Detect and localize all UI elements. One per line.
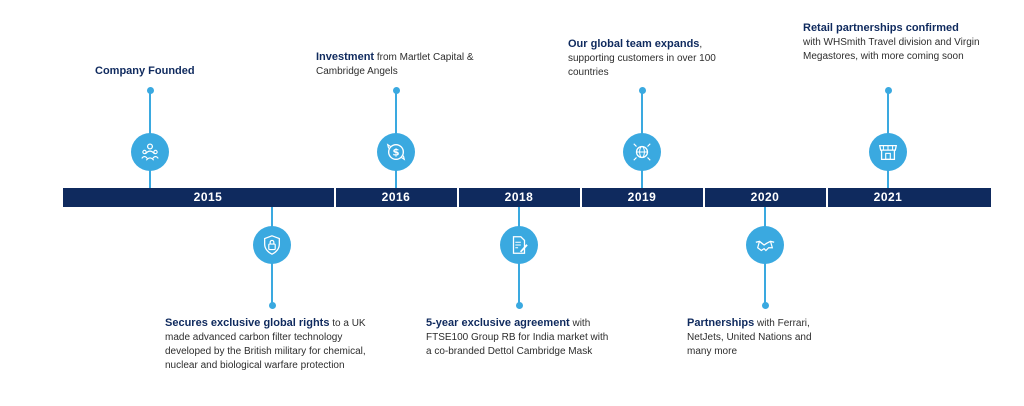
connector-dot	[884, 86, 892, 94]
year-label-2016: 2016	[381, 190, 411, 204]
event-circle-2020-bottom	[746, 226, 784, 264]
event-circle-2015-top	[131, 133, 169, 171]
year-label-2018: 2018	[504, 190, 534, 204]
event-body: to a UK made advanced carbon filter tech…	[165, 318, 366, 371]
event-body: , supporting customers in over 100 count…	[568, 39, 716, 78]
segment-divider	[703, 188, 705, 207]
event-body: from Martlet Capital & Cambridge Angels	[316, 52, 474, 77]
connector-dot	[392, 86, 400, 94]
event-title: 5-year exclusive agreement	[426, 317, 570, 329]
svg-text:$: $	[392, 148, 399, 159]
event-title: Secures exclusive global rights	[165, 317, 330, 329]
connector-dot	[638, 86, 646, 94]
event-body: with Ferrari, NetJets, United Nations an…	[687, 318, 812, 357]
storefront-icon	[878, 144, 898, 160]
event-title: Our global team expands	[568, 38, 700, 50]
event-label-2015-top: Company Founded	[95, 64, 255, 79]
segment-divider	[580, 188, 582, 207]
event-label-2020-bottom: Partnerships with Ferrari, NetJets, Unit…	[687, 316, 837, 359]
event-label-2019-top: Our global team expands, supporting cust…	[568, 37, 728, 80]
segment-divider	[457, 188, 459, 207]
event-circle-2015-bottom	[253, 226, 291, 264]
segment-divider	[826, 188, 828, 207]
team-icon	[141, 143, 159, 161]
event-body: with WHSmith Travel division and Virgin …	[803, 37, 980, 62]
connector-dot	[515, 301, 523, 309]
event-label-2015-bottom: Secures exclusive global rights to a UK …	[165, 316, 390, 373]
event-label-2018-bottom: 5-year exclusive agreement with FTSE100 …	[426, 316, 616, 359]
segment-divider	[334, 188, 336, 207]
dollar-icon: $	[386, 143, 406, 161]
handshake-icon	[755, 240, 775, 252]
event-circle-2019-top	[623, 133, 661, 171]
year-label-2019: 2019	[627, 190, 657, 204]
connector-dot	[761, 301, 769, 309]
event-label-2021-top: Retail partnerships confirmed with WHSmit…	[803, 21, 993, 64]
event-title: Retail partnerships confirmed	[803, 22, 959, 34]
year-label-2020: 2020	[750, 190, 780, 204]
event-body: with FTSE100 Group RB for India market w…	[426, 318, 609, 357]
year-label-2021: 2021	[873, 190, 903, 204]
event-circle-2018-bottom	[500, 226, 538, 264]
connector-dot	[268, 301, 276, 309]
lock-shield-icon	[264, 235, 280, 255]
event-title: Partnerships	[687, 317, 755, 329]
event-label-2016-top: Investment from Martlet Capital & Cambri…	[316, 50, 496, 79]
event-title: Company Founded	[95, 65, 195, 77]
document-icon	[512, 236, 528, 254]
year-label-2015: 2015	[193, 190, 223, 204]
event-circle-2016-top: $	[377, 133, 415, 171]
event-title: Investment	[316, 51, 375, 63]
connector-dot	[146, 86, 154, 94]
event-circle-2021-top	[869, 133, 907, 171]
timeline-bar	[63, 188, 991, 207]
globe-icon	[633, 143, 651, 161]
